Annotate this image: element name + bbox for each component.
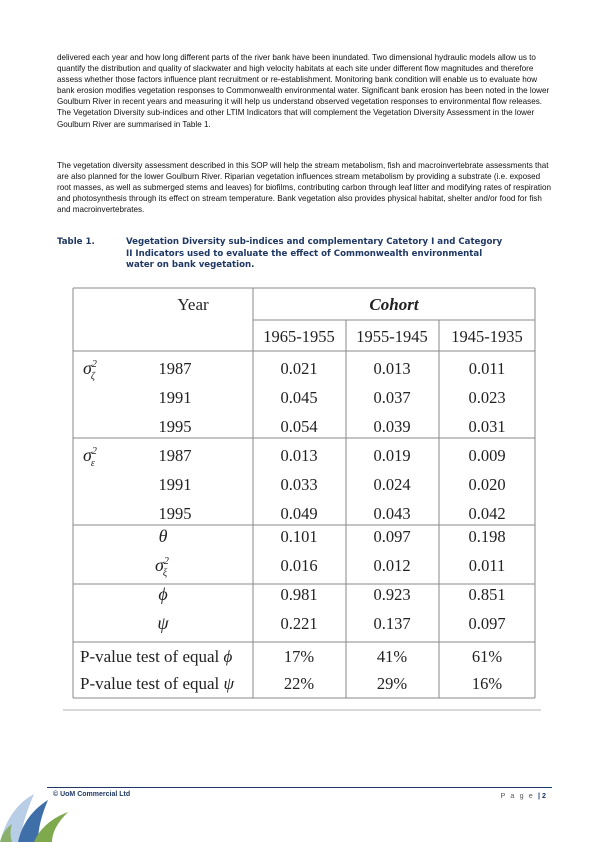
value-cell: 0.981	[280, 585, 317, 604]
value-cell: 0.031	[468, 417, 505, 436]
caption-number: Table 1.	[57, 237, 95, 247]
cohort-table: Year Cohort 1965-1955 1955-1945 1945-193…	[63, 287, 541, 711]
value-cell: 0.011	[469, 359, 506, 378]
column-header-2: 1955-1945	[356, 327, 428, 346]
value-cell: 0.054	[280, 417, 317, 436]
value-cell: 0.016	[280, 556, 317, 575]
value-cell: 0.198	[468, 527, 505, 546]
value-cell: 17%	[284, 647, 315, 666]
caption-line-1: Vegetation Diversity sub-indices and com…	[126, 237, 503, 247]
sigma-group-1-symbol: σ2 ζ	[83, 358, 97, 382]
value-cell: 0.012	[373, 556, 410, 575]
value-cell: 0.037	[373, 388, 410, 407]
footer-rule	[47, 787, 552, 788]
value-cell: 41%	[377, 647, 408, 666]
year-cell: 1987	[159, 359, 192, 378]
p-value-test-text: P-value test of equal	[80, 674, 224, 693]
column-header-1: 1965-1955	[263, 327, 335, 346]
p-value-test-text: P-value test of equal	[80, 647, 224, 666]
p-value-test-symbol: ϕ	[224, 647, 233, 666]
value-cell: 0.097	[468, 614, 505, 633]
year-header: Year	[177, 295, 209, 314]
year-cell: 1995	[159, 504, 192, 523]
value-cell: 61%	[472, 647, 503, 666]
value-cell: 0.042	[468, 504, 505, 523]
sigma-group-2-symbol: σ2 ε	[83, 445, 97, 469]
value-cell: 0.009	[468, 446, 505, 465]
body-paragraph-1: delivered each year and how long differe…	[57, 53, 550, 129]
param-1-symbol: θ	[159, 526, 168, 546]
param-3-symbol: ϕ	[158, 584, 167, 604]
value-cell: 0.019	[373, 446, 410, 465]
column-header-3: 1945-1935	[451, 327, 523, 346]
value-cell: 0.020	[468, 475, 505, 494]
value-cell: 0.923	[373, 585, 410, 604]
caption-line-2: II Indicators used to evaluate the effec…	[126, 248, 483, 259]
value-cell: 0.023	[468, 388, 505, 407]
p-value-test-label: P-value test of equal ϕ	[80, 647, 233, 666]
value-cell: 0.011	[469, 556, 506, 575]
year-cell: 1991	[159, 475, 192, 494]
cohort-header: Cohort	[369, 295, 419, 314]
value-cell: 0.221	[280, 614, 317, 633]
table-grid	[72, 287, 536, 699]
value-cell: 0.024	[373, 475, 410, 494]
value-cell: 0.021	[280, 359, 317, 378]
leaf-logo-icon	[0, 794, 68, 842]
value-cell: 0.097	[373, 527, 410, 546]
param-4-symbol: ψ	[157, 613, 169, 633]
caption-line-3: water on bank vegetation.	[126, 260, 255, 271]
value-cell: 0.851	[468, 585, 505, 604]
footer-page: P a g e | 2	[501, 791, 546, 800]
value-cell: 0.039	[373, 417, 410, 436]
table-image: Year Cohort 1965-1955 1955-1945 1945-193…	[63, 280, 541, 711]
page-number: 2	[542, 791, 546, 800]
value-cell: 0.049	[280, 504, 317, 523]
value-cell: 0.013	[280, 446, 317, 465]
value-cell: 0.033	[280, 475, 317, 494]
p-value-test-label: P-value test of equal ψ	[80, 674, 235, 693]
param-2-symbol: σ2 ξ	[155, 555, 169, 579]
value-cell: 0.043	[373, 504, 410, 523]
year-cell: 1995	[159, 417, 192, 436]
value-cell: 0.013	[373, 359, 410, 378]
table-caption: Table 1. Vegetation Diversity sub-indices…	[57, 237, 557, 272]
value-cell: 0.045	[280, 388, 317, 407]
footer-copyright: © UoM Commercial Ltd	[53, 791, 131, 798]
year-cell: 1987	[159, 446, 192, 465]
table-body: σ2 ζ 1987 0.021 0.013 0.011 1991 0.045 0.037 0.02…	[80, 358, 506, 693]
p-value-test-symbol: ψ	[224, 674, 235, 693]
page-separator: |	[537, 791, 540, 800]
value-cell: 29%	[377, 674, 408, 693]
value-cell: 0.137	[373, 614, 410, 633]
year-cell: 1991	[159, 388, 192, 407]
value-cell: 22%	[284, 674, 315, 693]
page-label: P a g e	[500, 791, 535, 800]
value-cell: 16%	[472, 674, 503, 693]
body-paragraph-2: The vegetation diversity assessment desc…	[57, 161, 551, 215]
value-cell: 0.101	[280, 527, 317, 546]
